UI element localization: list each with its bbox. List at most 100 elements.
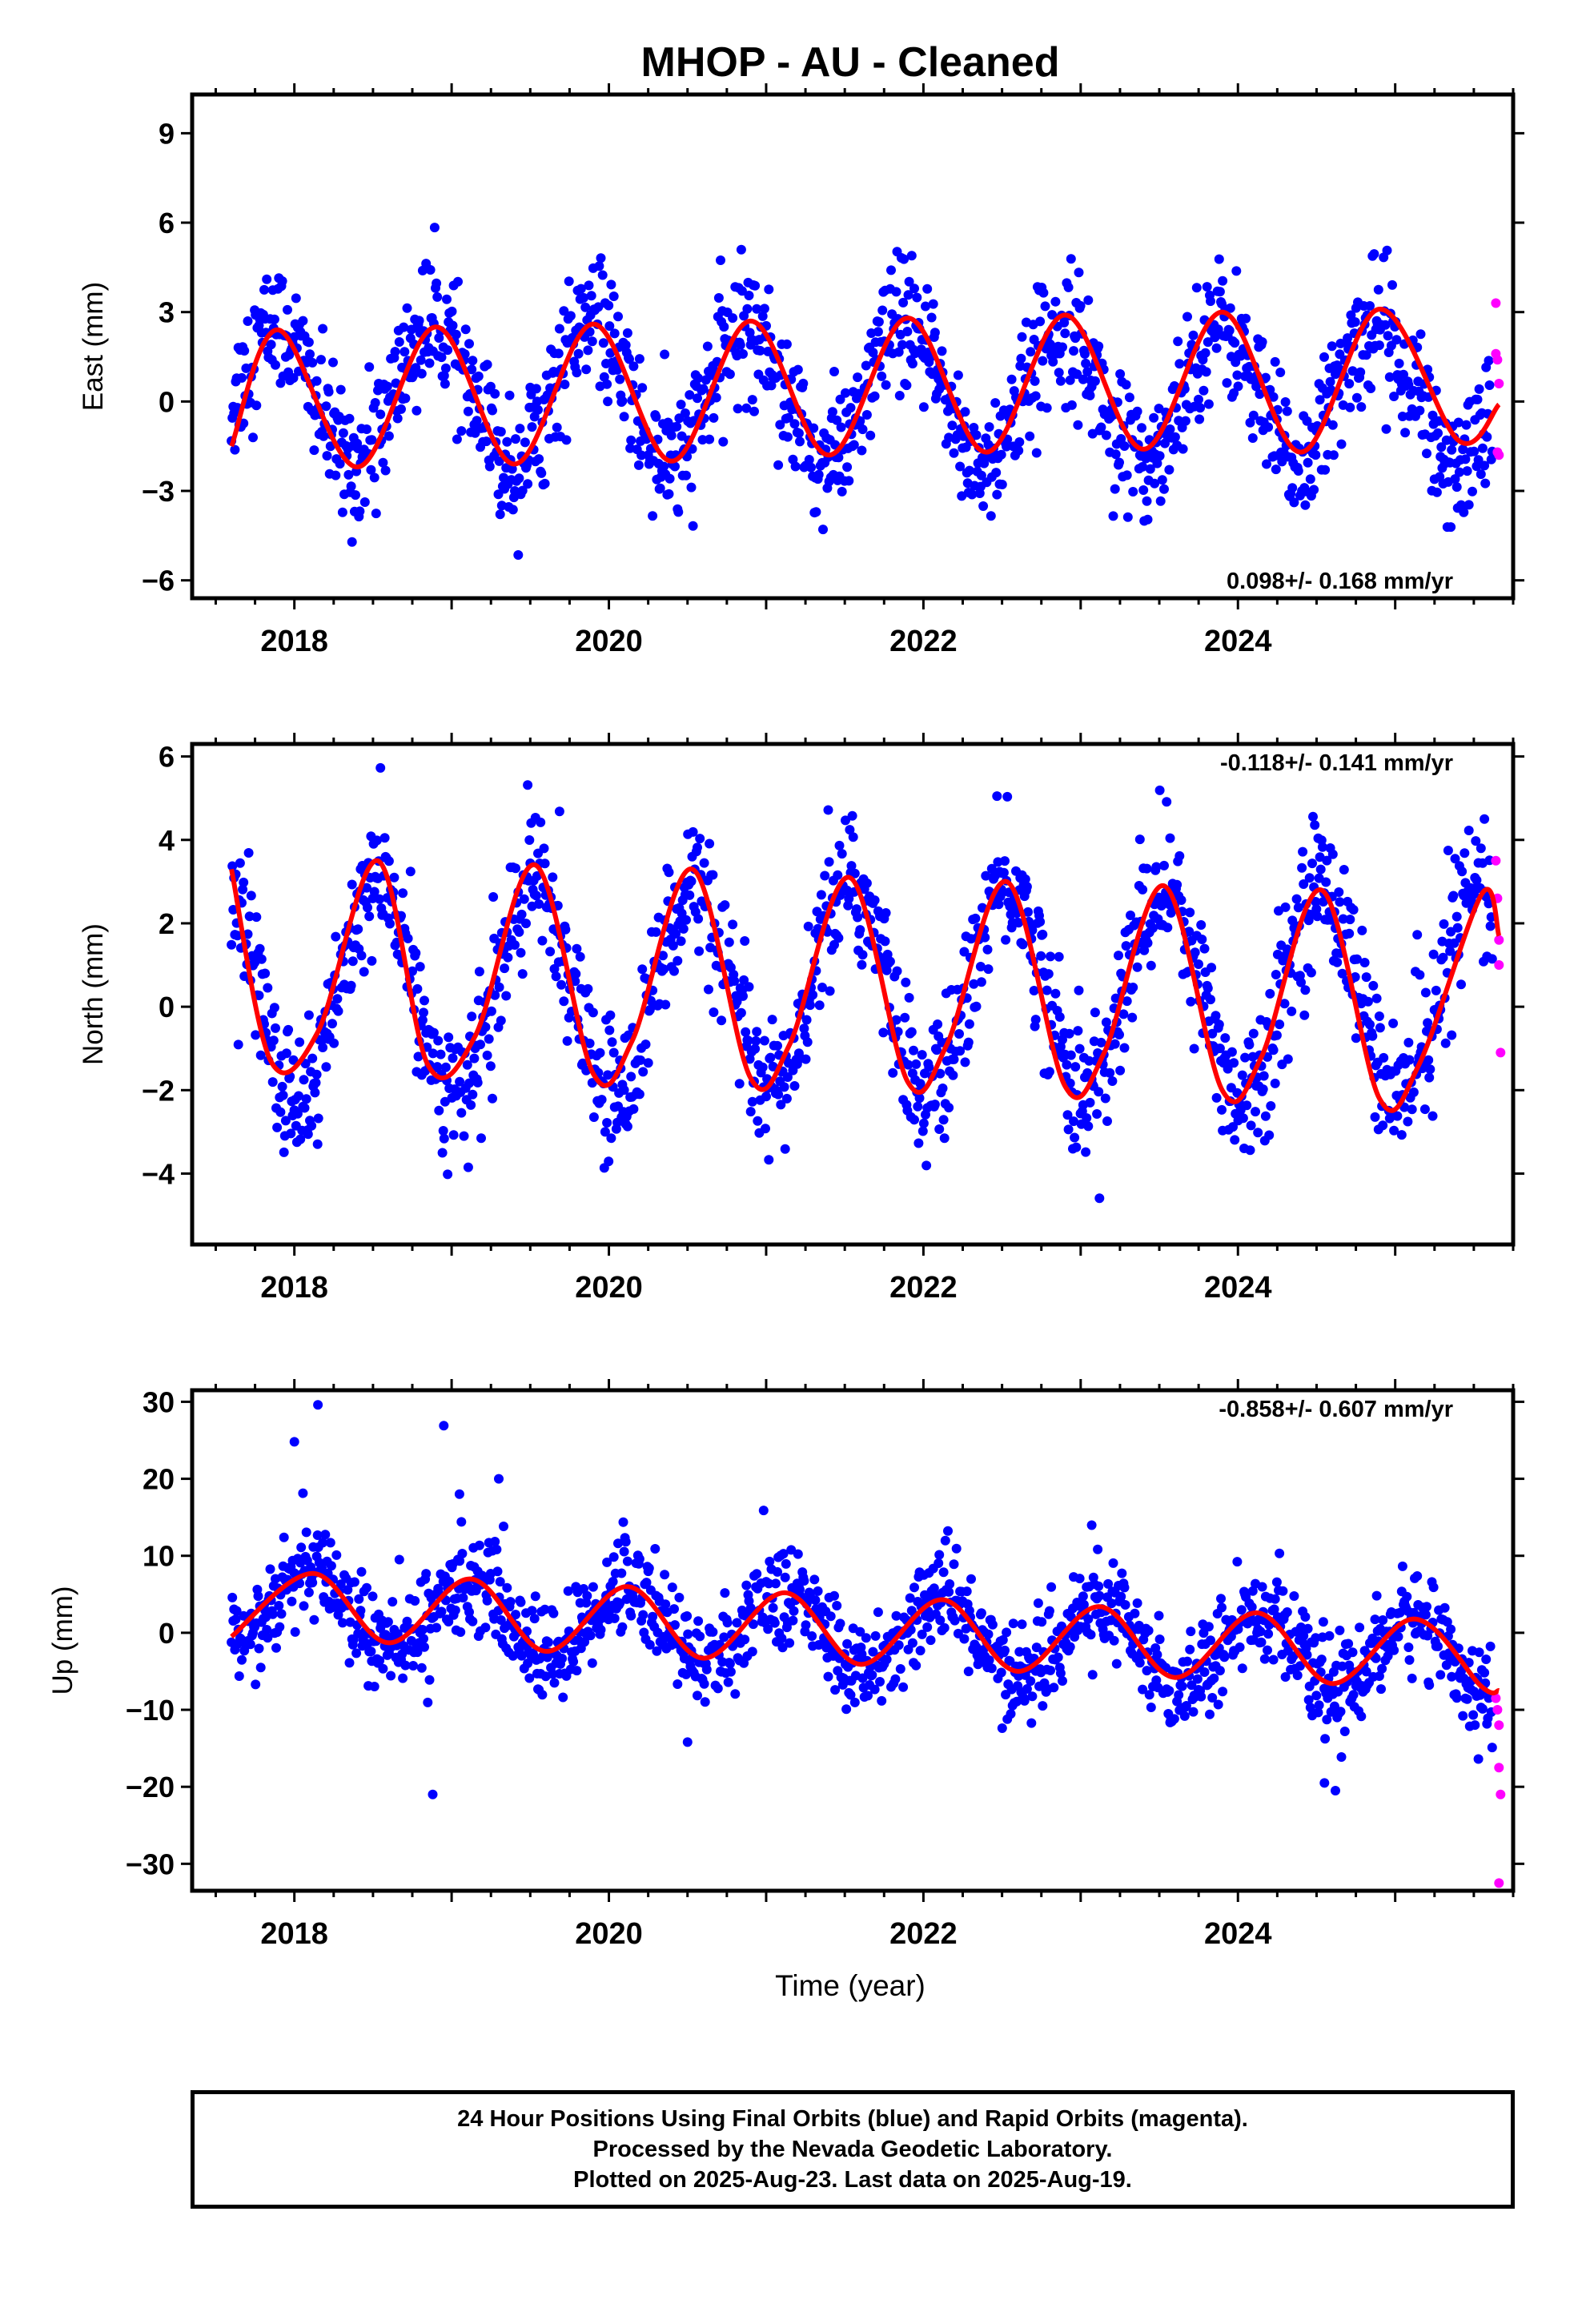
data-point [473,371,484,381]
data-point [711,392,721,403]
data-point [495,1577,505,1587]
data-point [573,348,584,359]
data-point [366,1647,376,1657]
data-point [482,1595,492,1606]
data-point [303,1010,314,1020]
data-point [402,303,412,313]
data-point [482,360,492,370]
data-point [1148,923,1158,933]
data-point [462,1059,472,1070]
data-point [1031,1642,1042,1653]
data-point [757,311,768,321]
data-point [307,1053,318,1063]
data-point [1119,441,1130,451]
data-point [287,1596,297,1606]
data-point [761,1092,771,1102]
data-point [385,919,395,929]
data-point [749,406,759,416]
data-point [1461,420,1472,430]
data-point [1381,424,1391,434]
data-point [1415,970,1425,980]
data-point [934,1124,945,1134]
data-point [488,892,499,902]
data-point [1174,850,1185,861]
data-point [451,329,461,340]
data-point [230,444,240,455]
data-point [1361,1667,1371,1677]
data-point [557,1654,568,1663]
data-point [809,423,819,433]
data-point [693,373,704,384]
data-point [415,962,425,972]
data-point [949,1054,959,1064]
time-axis-label: Time (year) [775,1969,926,2002]
data-point [347,537,357,547]
data-point [926,1635,936,1646]
data-point [1121,380,1131,390]
data-point [286,1128,296,1139]
data-point [1195,403,1206,413]
data-point [1271,1577,1282,1587]
data-point [801,1620,811,1630]
rapid-orbit-point [1491,1693,1501,1703]
data-point [508,505,518,515]
data-point [227,861,238,871]
data-point [617,1622,628,1632]
data-point [1220,1033,1231,1043]
data-point [1322,1715,1332,1725]
data-point [1420,987,1431,998]
data-point [997,1723,1007,1733]
data-point [1138,485,1149,495]
data-point [1427,1111,1438,1121]
rapid-orbit-point [1496,1789,1506,1799]
data-point [1454,467,1464,477]
data-point [1447,1030,1457,1040]
data-point [1227,1047,1237,1057]
data-point [280,1116,291,1126]
data-point [1247,433,1258,443]
data-point [530,1591,540,1602]
data-point [1293,903,1303,913]
data-point [651,927,661,937]
data-point [347,879,357,890]
data-point [724,937,734,947]
data-point [1338,914,1348,924]
data-point [560,380,570,389]
data-point [1422,1602,1431,1612]
data-point [624,354,634,364]
data-point [1075,300,1086,311]
up-ytick-label: −30 [126,1848,175,1880]
data-point [1424,1072,1435,1083]
data-point [499,1522,508,1531]
data-point [1065,1642,1075,1652]
data-point [617,396,628,406]
data-point [586,291,596,301]
data-point [288,373,299,383]
data-point [436,1049,446,1059]
data-point [1378,1120,1388,1131]
data-point [963,1037,974,1047]
footer-line-3: Plotted on 2025-Aug-23. Last data on 202… [573,2167,1132,2193]
data-point [765,1556,775,1566]
data-point [1165,424,1175,434]
data-point [752,304,762,314]
data-point [1316,1655,1327,1665]
data-point [356,951,367,961]
data-point [829,939,839,950]
data-point [1138,884,1148,895]
data-point [1154,1610,1164,1621]
data-point [255,1050,266,1060]
data-point [1263,1629,1274,1639]
data-point [1471,836,1481,846]
data-point [660,1570,670,1580]
data-point [1050,296,1061,307]
data-point [873,327,883,337]
data-point [933,1019,943,1029]
data-point [781,1093,792,1104]
data-point [484,1034,494,1044]
data-point [576,283,586,294]
data-point [1477,1703,1488,1714]
east-model-fit-line [229,307,1501,470]
rapid-orbit-point [1494,1720,1504,1731]
figure-title: MHOP - AU - Cleaned [641,39,1060,86]
